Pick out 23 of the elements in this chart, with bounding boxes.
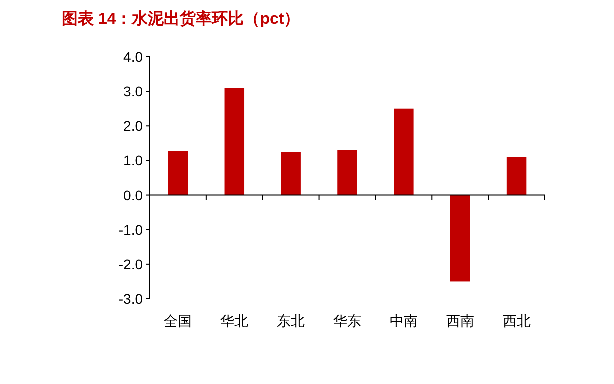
bar: [168, 151, 188, 196]
bar: [224, 88, 245, 196]
x-tick-label: 西南: [446, 313, 474, 329]
x-tick-label: 东北: [277, 313, 306, 329]
bar: [506, 157, 527, 196]
bar: [394, 108, 414, 196]
x-tick-label: 西北: [502, 313, 531, 329]
y-tick-label: 3.0: [124, 84, 144, 100]
chart-title: 图表 14：水泥出货率环比（pct）: [62, 9, 300, 28]
y-tick-label: 0.0: [124, 187, 144, 204]
bar: [338, 150, 358, 196]
y-tick-label: -1.0: [118, 222, 144, 238]
y-tick-label: -2.0: [118, 256, 144, 272]
x-tick-label: 中南: [390, 313, 418, 329]
y-tick-label: 2.0: [124, 118, 144, 134]
x-tick-label: 全国: [164, 313, 192, 329]
y-tick-label: 4.0: [124, 49, 144, 65]
bar: [450, 195, 470, 282]
y-tick-label: 1.0: [124, 152, 144, 169]
bar: [281, 152, 301, 196]
x-tick-label: 华北: [220, 313, 249, 329]
x-tick-label: 华东: [334, 313, 362, 329]
y-tick-label: -3.0: [118, 291, 144, 307]
